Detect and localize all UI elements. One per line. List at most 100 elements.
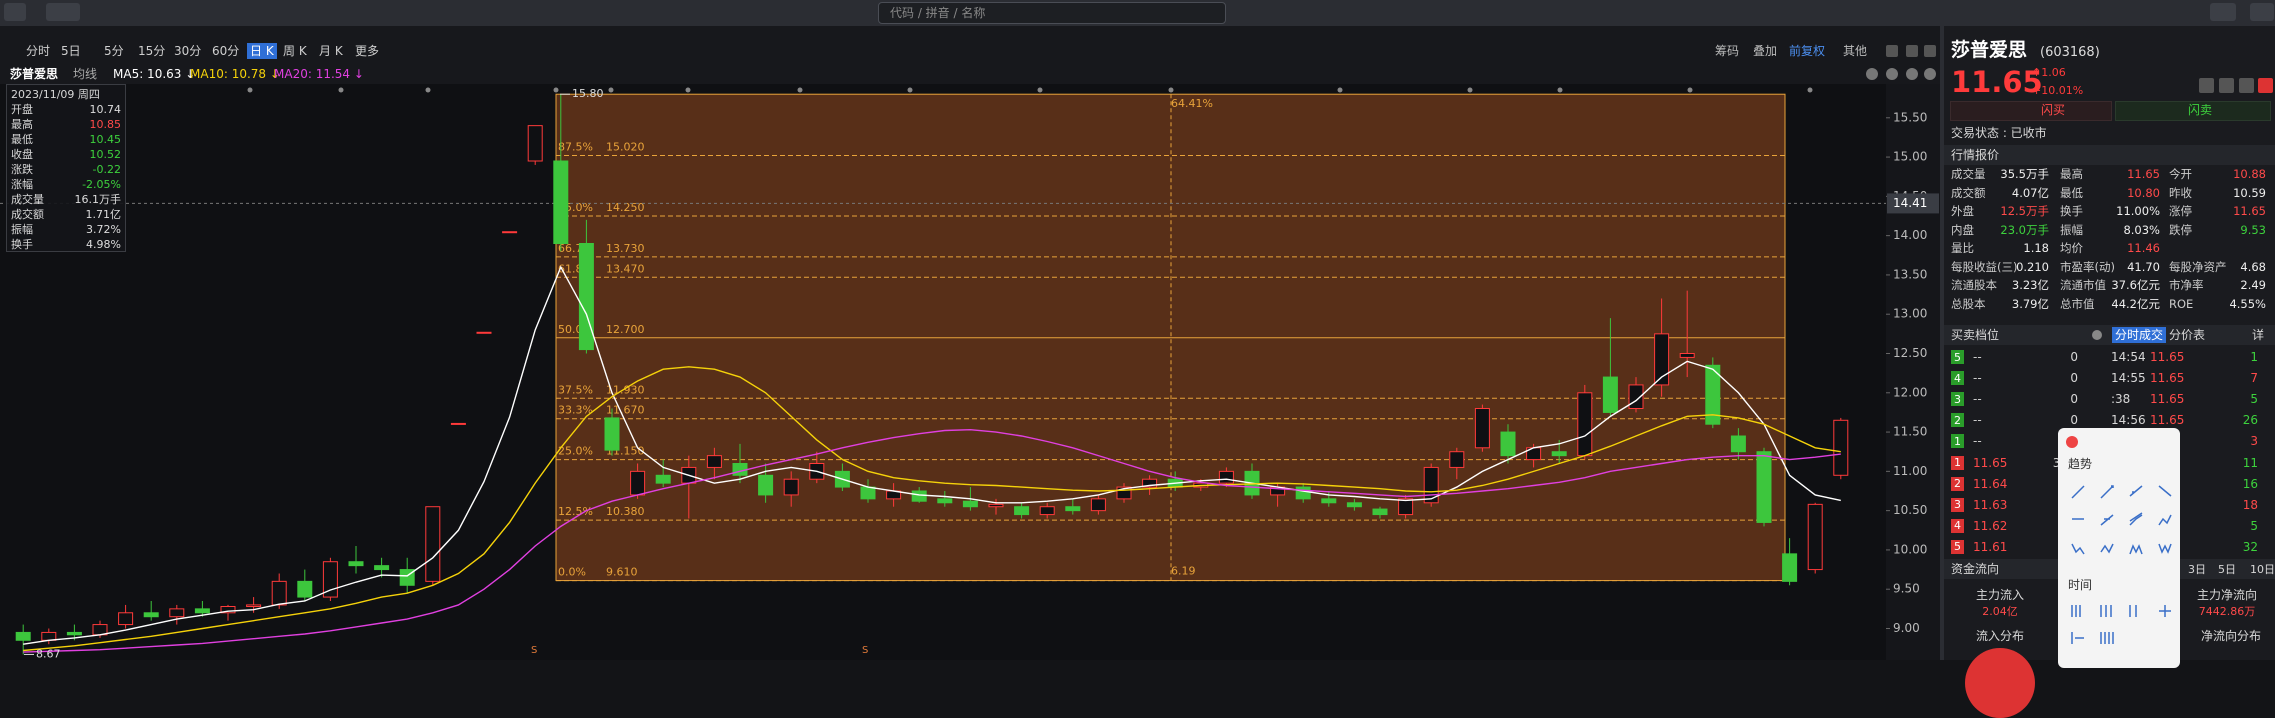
tool-icon[interactable]	[2158, 485, 2172, 497]
ma-legend: MA20: 11.54 ↓	[274, 67, 364, 81]
dist-in-label: 流入分布	[1975, 629, 2024, 643]
tool-button[interactable]: 筹码	[1715, 44, 1740, 58]
candle-body	[1449, 451, 1465, 468]
popup-section: 趋势	[2068, 457, 2093, 471]
period-button[interactable]: 周 K	[283, 44, 307, 58]
candle-body	[1577, 392, 1593, 457]
tool-icon[interactable]	[2100, 485, 2114, 499]
trade-volume: 32	[2242, 539, 2258, 554]
tool-icon[interactable]	[2100, 543, 2114, 554]
chart-control[interactable]	[1886, 68, 1898, 80]
tool-icon[interactable]	[1906, 45, 1918, 57]
tool-button[interactable]: 叠加	[1753, 44, 1778, 58]
back-button[interactable]	[46, 3, 80, 21]
quote-icon[interactable]	[2199, 78, 2214, 93]
period-button[interactable]: 60分	[212, 44, 240, 58]
sell-price: --	[1973, 371, 1982, 386]
period-button[interactable]: 日 K	[247, 43, 277, 59]
funds-tab[interactable]: 5日	[2218, 562, 2236, 576]
tool-button[interactable]: 其他	[1843, 44, 1868, 58]
tool-icon[interactable]	[2158, 543, 2172, 554]
period-button[interactable]: 分时	[26, 44, 51, 58]
tool-icon[interactable]	[1886, 45, 1898, 57]
sell-button-bg[interactable]	[2115, 101, 2271, 121]
section-bar	[1944, 145, 2275, 165]
candle-body	[1654, 333, 1670, 386]
quote-label: 量比	[1951, 241, 1974, 256]
flash-buy[interactable]: 闪买	[2041, 103, 2066, 117]
info-value: 16.1万手	[74, 192, 122, 206]
tool-icon[interactable]	[2158, 514, 2172, 526]
candle-body	[578, 243, 594, 351]
section-title: 行情报价	[1951, 148, 2000, 162]
tool-button[interactable]: 前复权	[1789, 44, 1826, 58]
tool-icon[interactable]	[2071, 605, 2081, 617]
window-button[interactable]	[2210, 3, 2236, 21]
y-tick-label: 10.00	[1893, 542, 1927, 556]
chart-control[interactable]	[1866, 68, 1878, 80]
menu-icon[interactable]	[4, 3, 26, 21]
quote-icon[interactable]	[2219, 78, 2234, 93]
chart-control[interactable]	[1906, 68, 1918, 80]
candle-body	[1014, 506, 1030, 516]
close-dot[interactable]	[2066, 436, 2078, 448]
tool-icon[interactable]	[2129, 544, 2143, 555]
candle-body	[527, 125, 543, 162]
quote-label: 均价	[2060, 241, 2083, 256]
popup-section: 时间	[2068, 578, 2093, 592]
candle-body	[1065, 506, 1081, 512]
tool-icon[interactable]	[2129, 605, 2137, 617]
candle-body	[246, 604, 262, 608]
quote-value: 3.79亿	[2011, 296, 2049, 311]
period-button[interactable]: 5分	[104, 44, 124, 58]
book-tab[interactable]: 分时成交	[2112, 327, 2167, 343]
tool-icon[interactable]	[2071, 485, 2085, 499]
tool-icon[interactable]	[2071, 543, 2085, 555]
quote-icon[interactable]	[2239, 78, 2254, 93]
tool-icon[interactable]	[2100, 632, 2114, 644]
y-tick-label: 11.00	[1893, 464, 1927, 478]
period-button[interactable]: 30分	[174, 44, 202, 58]
chart-control[interactable]	[1924, 68, 1936, 80]
candle-body	[41, 631, 57, 641]
tool-icon[interactable]	[2129, 485, 2143, 497]
flash-sell[interactable]: 闪卖	[2188, 103, 2213, 117]
trade-volume: 3	[2250, 434, 2258, 449]
candle-body	[220, 606, 236, 614]
event-marker: S	[862, 645, 868, 656]
tool-icon[interactable]	[1924, 45, 1936, 57]
candle-body	[1090, 498, 1106, 512]
event-dot	[1467, 87, 1473, 93]
y-tick-label: 14.00	[1893, 228, 1927, 242]
funds-tab[interactable]: 10日	[2250, 562, 2275, 576]
funds-tab[interactable]: 3日	[2188, 562, 2206, 576]
quote-value: 10.88	[2233, 167, 2266, 182]
tool-icon[interactable]	[2129, 512, 2143, 526]
candle-body	[1039, 506, 1055, 516]
quote-value: 37.6亿元	[2111, 278, 2160, 293]
tool-icon[interactable]	[2100, 514, 2114, 526]
fib-pct: 0.0%	[558, 566, 586, 579]
fib-price: 11.670	[606, 404, 645, 417]
candle-body	[783, 478, 799, 496]
book-tab[interactable]: 分价表	[2169, 328, 2206, 342]
fib-price: 13.470	[606, 262, 645, 275]
trade-volume: 26	[2242, 413, 2258, 428]
book-tab[interactable]: 详	[2252, 328, 2265, 342]
book-gear[interactable]	[2092, 330, 2102, 340]
quote-icon[interactable]	[2258, 78, 2273, 93]
buy-button-bg[interactable]	[1950, 101, 2112, 121]
window-button[interactable]	[2250, 3, 2274, 21]
crosshair-label: 14.41	[1893, 196, 1927, 210]
period-button[interactable]: 月 K	[319, 44, 343, 58]
event-dot	[1687, 87, 1693, 93]
search-box[interactable]	[878, 2, 1226, 24]
period-button[interactable]: 更多	[355, 44, 380, 58]
quote-label: 每股收益(三)	[1951, 259, 2018, 274]
tool-icon[interactable]	[2071, 632, 2084, 644]
tool-icon[interactable]	[2159, 605, 2171, 617]
period-button[interactable]: 15分	[138, 44, 166, 58]
period-button[interactable]: 5日	[61, 44, 81, 58]
event-dot	[797, 87, 803, 93]
tool-icon[interactable]	[2100, 605, 2112, 617]
